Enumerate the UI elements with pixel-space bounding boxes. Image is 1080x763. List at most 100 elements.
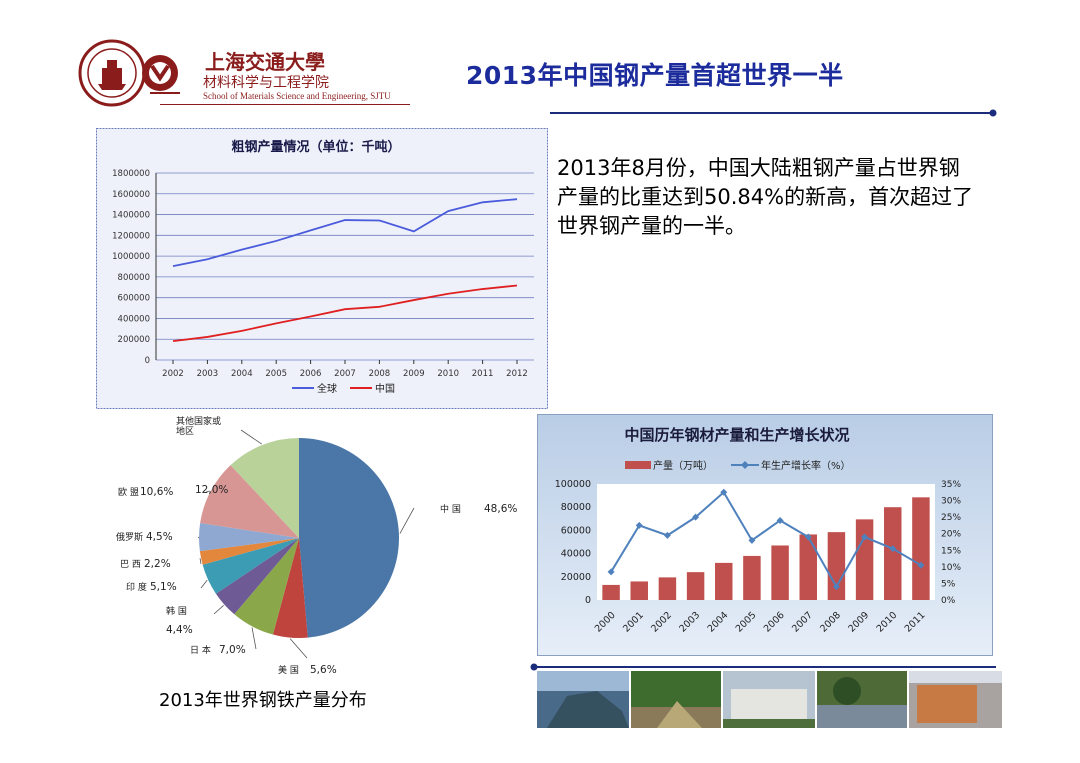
pie-label: 巴 西 (120, 559, 141, 570)
campus-photo-strip (537, 671, 1002, 728)
line-chart-xtick: 2003 (197, 369, 219, 379)
line-chart-ytick: 1200000 (112, 231, 150, 241)
pie-slice (200, 465, 299, 538)
bar-ytick: 20000 (561, 572, 591, 583)
slide-title: 2013年中国钢产量首超世界一半 (466, 61, 844, 90)
bar (602, 584, 620, 600)
line-chart-ytick: 200000 (118, 335, 150, 345)
header: 上海交通大學 材料科学与工程学院 School of Materials Sci… (0, 0, 1080, 120)
pie-value-label: 12,0% (195, 484, 228, 496)
line-chart-xtick: 2002 (162, 369, 184, 379)
logo-school-name-en: School of Materials Science and Engineer… (203, 91, 391, 101)
growth-rate-point (663, 531, 671, 539)
pie-slice (234, 538, 299, 635)
pie-leader-line (199, 558, 202, 565)
line-chart-ytick: 800000 (118, 273, 150, 283)
pie-value-label: 2,2% (144, 558, 171, 570)
line-chart-ytick: 1600000 (112, 190, 150, 200)
pie-value-label: 5,6% (310, 664, 337, 676)
line-chart-xtick: 2010 (437, 369, 459, 379)
pie-leader-line (213, 604, 224, 615)
line-chart-ytick: 1000000 (112, 252, 150, 262)
bar-y2tick: 15% (941, 546, 961, 556)
bar (912, 497, 930, 600)
bar-y2tick: 10% (941, 563, 961, 573)
pie-value-label: 5,1% (150, 581, 177, 593)
bar-ytick: 100000 (555, 479, 591, 490)
pie-leader-line (399, 507, 415, 534)
line-chart-xtick: 2007 (334, 369, 356, 379)
pie-slice (198, 522, 299, 552)
bar-y2tick: 25% (941, 513, 961, 523)
pie-label: 地区 (176, 425, 194, 437)
bar-legend-label: 产量（万吨） (653, 459, 713, 472)
bar-ytick: 80000 (561, 502, 591, 513)
pie-value-label: 10,6% (140, 486, 173, 498)
growth-rate-point (832, 583, 840, 591)
bar-ytick: 40000 (561, 549, 591, 560)
pie-label: 俄罗斯 (116, 531, 143, 543)
pie-leader-line (240, 429, 263, 445)
bar (827, 532, 846, 600)
pie-label: 日 本 (190, 644, 211, 656)
pie-label: 韩 国 (166, 605, 187, 617)
header-rule (550, 109, 997, 117)
bar (771, 545, 789, 600)
logo-underline (160, 104, 410, 105)
crude-steel-line-chart: 粗钢产量情况（单位：千吨） 0 200000 400000 600000 800000 10… (96, 128, 548, 409)
growth-rate-point (692, 513, 700, 521)
pie-leader-line (200, 579, 208, 589)
growth-rate-point (917, 561, 925, 569)
growth-legend-marker (741, 461, 749, 469)
bar-ytick: 0 (585, 595, 591, 606)
bar-chart-title: 中国历年钢材产量和生产增长状况 (624, 426, 849, 444)
bar (658, 577, 677, 600)
line-chart-xtick: 2012 (506, 369, 528, 379)
pie-slice (202, 538, 299, 594)
pie-label: 中 国 (440, 503, 461, 515)
line-chart-ytick: 1400000 (112, 211, 150, 221)
growth-legend-label: 年生产增长率（%） (761, 459, 851, 472)
line-chart-xtick: 2008 (369, 369, 391, 379)
bar (884, 507, 902, 600)
bar (715, 562, 733, 600)
growth-rate-point (889, 545, 897, 553)
bar (799, 534, 817, 600)
growth-rate-point (861, 533, 869, 541)
line-chart-xtick: 2009 (403, 369, 425, 379)
growth-rate-point (720, 488, 728, 496)
bar-y2tick: 30% (941, 497, 961, 507)
bar-ytick: 60000 (561, 525, 591, 536)
bar-y2tick: 20% (941, 530, 961, 540)
pie-label: 印 度 (126, 581, 147, 593)
growth-rate-point (776, 516, 784, 524)
line-legend-label: 中国 (375, 382, 395, 395)
pie-slice (215, 538, 299, 615)
line-chart-ytick: 600000 (118, 294, 150, 304)
line-series-china (172, 284, 518, 342)
bar-legend-swatch (625, 461, 651, 469)
pie-leader-line (197, 536, 200, 539)
footer-rule (530, 663, 996, 671)
line-legend-label: 全球 (317, 382, 337, 395)
line-chart-xtick: 2006 (300, 369, 322, 379)
growth-rate-point (804, 533, 812, 541)
bar (686, 572, 705, 600)
line-series-world (172, 198, 518, 267)
body-paragraph: 2013年8月份，中国大陆粗钢产量占世界钢产量的比重达到50.84%的新高，首次… (557, 156, 974, 238)
line-chart-ytick: 400000 (118, 314, 150, 324)
pie-leader-line (251, 627, 257, 650)
pie-slice (272, 538, 308, 638)
line-chart-ytick: 0 (145, 356, 150, 366)
pie-label: 其他国家或 (176, 415, 221, 427)
university-seal-logo (78, 39, 180, 107)
line-chart-title: 粗钢产量情况（单位：千吨） (231, 139, 400, 155)
pie-slice (230, 438, 299, 538)
pie-slice (299, 438, 399, 638)
growth-rate-line (610, 490, 922, 589)
growth-rate-point (635, 521, 643, 529)
bar-y2tick: 35% (941, 480, 961, 490)
line-chart-xtick: 2005 (265, 369, 287, 379)
pie-value-label: 7,0% (219, 644, 246, 656)
